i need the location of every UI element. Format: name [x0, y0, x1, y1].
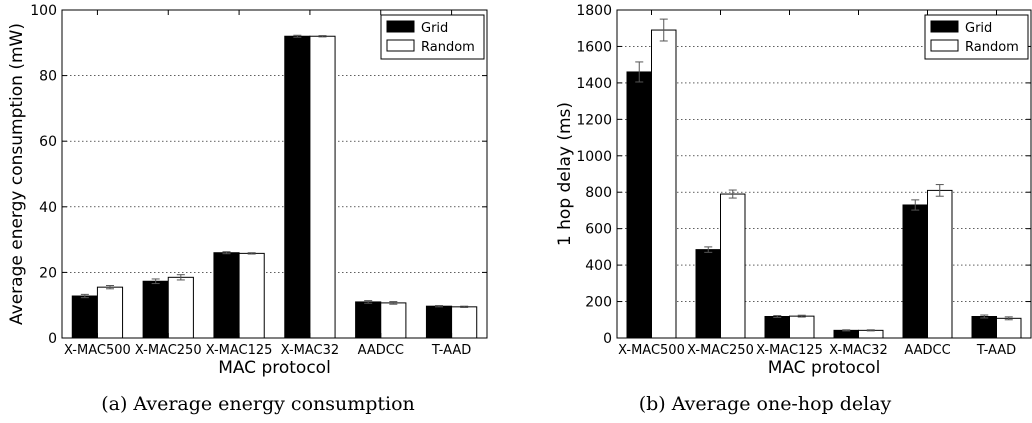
y-tick-label: 100 — [30, 3, 57, 19]
bar-grid — [213, 252, 240, 339]
plot-frame — [616, 9, 1032, 339]
bar-grid — [284, 35, 311, 339]
bar-random — [927, 189, 953, 339]
y-tick-label: 400 — [585, 258, 612, 274]
chart-delay: 0 200 400 600 800 1000 1200 1400 1600 1800 X-MAC50… — [555, 3, 1032, 378]
caption-b: (b) Average one-hop delay — [639, 393, 892, 415]
x-tick-label: X-MAC500 — [618, 343, 685, 358]
legend-swatch-grid — [930, 20, 959, 33]
y-tick-label: 40 — [39, 200, 57, 216]
legend-label-grid: Grid — [965, 21, 992, 36]
bar-random — [380, 302, 407, 339]
error-bar — [911, 199, 920, 211]
legend-swatch-grid — [386, 20, 415, 33]
bar-grid — [355, 301, 382, 339]
error-bar — [318, 35, 327, 38]
bar-random — [651, 29, 677, 339]
error-bar — [728, 189, 737, 199]
plot-frame — [61, 9, 488, 339]
error-bar — [222, 251, 231, 255]
y-tick-label: 0 — [48, 331, 57, 347]
bar-random — [96, 286, 124, 339]
legend: Grid Random — [380, 14, 485, 60]
bar-random — [720, 193, 746, 339]
y-tick-label: 20 — [39, 265, 57, 281]
y-axis-label: Average energy consumption (mW) — [7, 23, 27, 325]
bar-grid — [695, 249, 722, 339]
y-tick-label: 200 — [585, 295, 612, 311]
legend-label-random: Random — [965, 40, 1019, 55]
error-bar — [659, 18, 668, 42]
error-bar — [1004, 316, 1013, 321]
bar-grid — [764, 315, 791, 339]
y-tick-label: 1400 — [576, 76, 612, 92]
error-bar — [866, 329, 875, 332]
bar-grid — [833, 329, 860, 339]
error-bar — [797, 314, 806, 318]
x-tick-label: X-MAC125 — [206, 343, 273, 358]
error-bar — [389, 301, 398, 305]
x-axis-label: MAC protocol — [768, 358, 881, 378]
bar-grid — [425, 305, 453, 339]
bar-grid — [142, 280, 169, 339]
bar-grid — [902, 204, 929, 339]
chart-energy: 0 20 40 60 80 100 X-MAC500 X-MAC250 X-MAC125 X-MA… — [7, 3, 488, 378]
x-tick-label: X-MAC32 — [281, 343, 339, 358]
bar-random — [858, 329, 884, 339]
y-tick-label: 80 — [39, 69, 57, 85]
bar-random — [309, 35, 336, 339]
bar-grid — [971, 315, 998, 339]
legend: Grid Random — [924, 14, 1029, 60]
error-bar — [635, 61, 644, 83]
error-bar — [105, 285, 114, 290]
bar-grid — [626, 71, 653, 339]
error-bar — [704, 246, 713, 253]
y-axis-label: 1 hop delay (ms) — [555, 102, 575, 246]
x-tick-label: X-MAC32 — [829, 343, 887, 358]
x-tick-label: X-MAC250 — [687, 343, 754, 358]
x-tick-label: T-AAD — [431, 343, 471, 358]
error-bar — [842, 329, 851, 332]
y-tick-label: 60 — [39, 134, 57, 150]
bar-random — [238, 252, 265, 339]
y-tick-label: 1000 — [576, 149, 612, 165]
error-bar — [247, 252, 256, 255]
error-bar — [80, 293, 89, 299]
bar-random — [996, 317, 1022, 339]
x-tick-label: X-MAC500 — [64, 343, 131, 358]
error-bar — [176, 274, 185, 281]
bar-random — [451, 306, 478, 339]
bar-random — [789, 315, 815, 339]
error-bar — [364, 300, 373, 304]
error-bar — [293, 34, 302, 38]
y-tick-label: 1800 — [576, 3, 612, 19]
legend-label-random: Random — [421, 40, 475, 55]
caption-a: (a) Average energy consumption — [101, 393, 415, 415]
error-bar — [935, 184, 944, 197]
y-tick-label: 1600 — [576, 39, 612, 55]
x-tick-label: X-MAC250 — [135, 343, 202, 358]
x-tick-label: AADCC — [358, 343, 404, 358]
error-bar — [151, 278, 160, 285]
error-bar — [980, 314, 989, 319]
error-bar — [435, 305, 444, 308]
y-tick-label: 1200 — [576, 112, 612, 128]
y-tick-label: 800 — [585, 185, 612, 201]
bar-random — [167, 276, 194, 339]
error-bar — [460, 305, 469, 308]
x-tick-label: T-AAD — [976, 343, 1016, 358]
x-axis-label: MAC protocol — [218, 358, 331, 378]
bar-grid — [71, 295, 98, 339]
legend-label-grid: Grid — [421, 21, 448, 36]
x-tick-label: AADCC — [904, 343, 950, 358]
legend-swatch-random — [386, 39, 415, 52]
legend-swatch-random — [930, 39, 959, 52]
y-tick-label: 600 — [585, 222, 612, 238]
x-tick-label: X-MAC125 — [756, 343, 823, 358]
error-bar — [773, 315, 782, 318]
y-tick-label: 0 — [603, 331, 612, 347]
